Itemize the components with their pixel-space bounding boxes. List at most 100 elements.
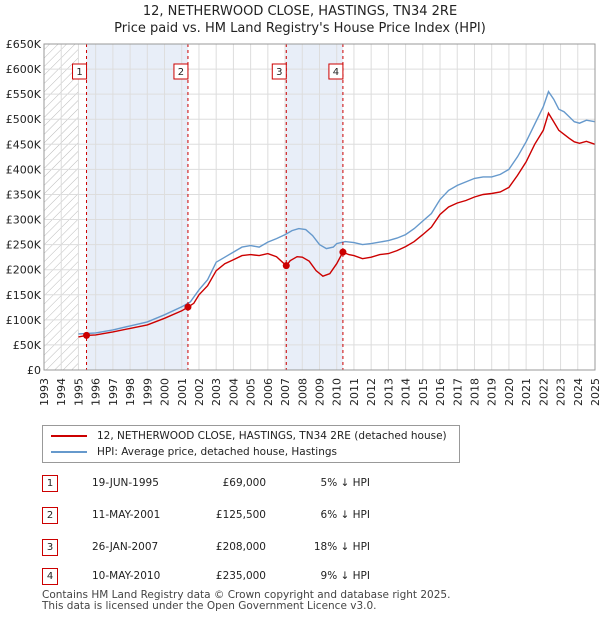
sale-label: 3 xyxy=(276,67,282,78)
sale-label-box xyxy=(72,63,88,80)
transaction-hpi: 5% ↓ HPI xyxy=(320,477,370,489)
y-tick-label: £100K xyxy=(6,314,42,327)
footer-line1: Contains HM Land Registry data © Crown c… xyxy=(42,589,451,601)
x-tick-label: 1999 xyxy=(141,378,154,406)
transaction-row: 3 26-JAN-2007 £208,000 18% ↓ HPI xyxy=(42,537,562,559)
price-series-line xyxy=(78,111,596,338)
transaction-row: 2 11-MAY-2001 £125,500 6% ↓ HPI xyxy=(42,505,562,527)
grid xyxy=(43,43,596,371)
sale-label: 4 xyxy=(333,67,339,78)
price-chart: 1 2 3 4 £0 £50K £100K £150K £200K £250K £300K £350… xyxy=(6,38,600,406)
x-tick-label: 1998 xyxy=(124,378,137,406)
y-tick-label: £250K xyxy=(6,239,42,252)
ownership-shade xyxy=(86,44,188,370)
chart-title-line1: 12, NETHERWOOD CLOSE, HASTINGS, TN34 2RE xyxy=(142,4,458,19)
y-tick-label: £150K xyxy=(6,289,42,302)
transaction-price: £69,000 xyxy=(222,477,266,489)
x-tick-label: 2025 xyxy=(589,378,600,406)
transaction-price: £208,000 xyxy=(215,541,266,553)
sale-point xyxy=(339,248,347,256)
x-tick-label: 2024 xyxy=(572,378,585,406)
transaction-hpi: 6% ↓ HPI xyxy=(320,509,370,521)
transaction-hpi: 18% ↓ HPI xyxy=(313,541,370,553)
x-tick-label: 1996 xyxy=(90,378,103,406)
chart-title: 12, NETHERWOOD CLOSE, HASTINGS, TN34 2RE… xyxy=(0,3,600,37)
x-tick-label: 2023 xyxy=(555,378,568,406)
sale-point xyxy=(83,331,91,339)
legend-item-hpi: HPI: Average price, detached house, Hast… xyxy=(51,444,337,460)
x-tick-label: 2004 xyxy=(227,378,240,406)
sale-point xyxy=(282,262,290,270)
y-tick-label: £650K xyxy=(6,38,42,51)
y-tick-label: £600K xyxy=(6,63,42,76)
footer: Contains HM Land Registry data © Crown c… xyxy=(42,590,450,612)
x-tick-label: 2006 xyxy=(262,378,275,406)
legend-price-label: 12, NETHERWOOD CLOSE, HASTINGS, TN34 2RE… xyxy=(97,430,447,442)
sale-label: 1 xyxy=(76,67,82,78)
series xyxy=(78,90,596,338)
y-tick-label: £300K xyxy=(6,214,42,227)
transaction-number: 3 xyxy=(42,539,58,556)
transaction-number: 1 xyxy=(42,475,58,492)
x-tick-label: 1995 xyxy=(72,378,85,406)
x-tick-label: 2012 xyxy=(365,378,378,406)
legend-hpi-label: HPI: Average price, detached house, Hast… xyxy=(97,446,337,458)
footer-line2: This data is licensed under the Open Gov… xyxy=(42,600,377,612)
legend-price-swatch xyxy=(51,435,87,437)
x-tick-label: 2021 xyxy=(520,378,533,406)
x-tick-label: 2014 xyxy=(400,378,413,406)
legend-hpi-swatch xyxy=(51,451,87,453)
sale-point xyxy=(184,303,192,311)
shaded-ranges xyxy=(44,44,343,370)
x-tick-label: 2007 xyxy=(279,378,292,406)
x-tick-label: 2005 xyxy=(245,378,258,406)
y-tick-label: £400K xyxy=(6,163,42,176)
transaction-row: 1 19-JUN-1995 £69,000 5% ↓ HPI xyxy=(42,473,562,495)
transaction-price: £125,500 xyxy=(215,509,266,521)
transaction-hpi: 9% ↓ HPI xyxy=(320,570,370,582)
x-tick-label: 2000 xyxy=(159,378,172,406)
x-tick-label: 2018 xyxy=(468,378,481,406)
y-tick-label: £0 xyxy=(27,364,41,377)
y-tick-label: £450K xyxy=(6,138,42,151)
x-tick-label: 2001 xyxy=(176,378,189,406)
x-tick-label: 2010 xyxy=(331,378,344,406)
hpi-series-line xyxy=(78,90,596,335)
y-tick-label: £500K xyxy=(6,113,42,126)
legend: 12, NETHERWOOD CLOSE, HASTINGS, TN34 2RE… xyxy=(42,425,460,463)
x-tick-label: 2016 xyxy=(434,378,447,406)
transaction-number: 2 xyxy=(42,507,58,524)
chart-title-line2: Price paid vs. HM Land Registry's House … xyxy=(114,21,486,36)
sale-markers: 1 2 3 4 xyxy=(72,44,347,370)
axes: £0 £50K £100K £150K £200K £250K £300K £350K £400… xyxy=(6,38,600,406)
x-tick-label: 1993 xyxy=(38,378,51,406)
x-tick-label: 2022 xyxy=(537,378,550,406)
transaction-date: 19-JUN-1995 xyxy=(92,477,159,489)
x-tick-label: 2013 xyxy=(382,378,395,406)
x-tick-label: 1997 xyxy=(107,378,120,406)
sale-label-box xyxy=(271,63,287,80)
plot-frame xyxy=(43,43,596,371)
x-tick-label: 2011 xyxy=(348,378,361,406)
sale-label-box xyxy=(173,63,189,80)
transaction-date: 11-MAY-2001 xyxy=(92,509,161,521)
y-tick-label: £50K xyxy=(13,339,42,352)
x-tick-label: 2019 xyxy=(486,378,499,406)
x-tick-label: 2003 xyxy=(210,378,223,406)
transaction-date: 10-MAY-2010 xyxy=(92,570,161,582)
y-tick-label: £350K xyxy=(6,188,42,201)
sale-label-box xyxy=(328,63,344,80)
transaction-row: 4 10-MAY-2010 £235,000 9% ↓ HPI xyxy=(42,566,562,588)
x-tick-label: 2020 xyxy=(503,378,516,406)
transaction-price: £235,000 xyxy=(215,570,266,582)
sale-label: 2 xyxy=(178,67,184,78)
x-tick-label: 2015 xyxy=(417,378,430,406)
ownership-shade xyxy=(286,44,343,370)
x-tick-label: 1994 xyxy=(55,378,68,406)
y-tick-label: £200K xyxy=(6,264,42,277)
y-tick-label: £550K xyxy=(6,88,42,101)
x-tick-label: 2017 xyxy=(451,378,464,406)
x-tick-label: 2008 xyxy=(296,378,309,406)
x-tick-label: 2009 xyxy=(314,378,327,406)
transaction-date: 26-JAN-2007 xyxy=(92,541,159,553)
